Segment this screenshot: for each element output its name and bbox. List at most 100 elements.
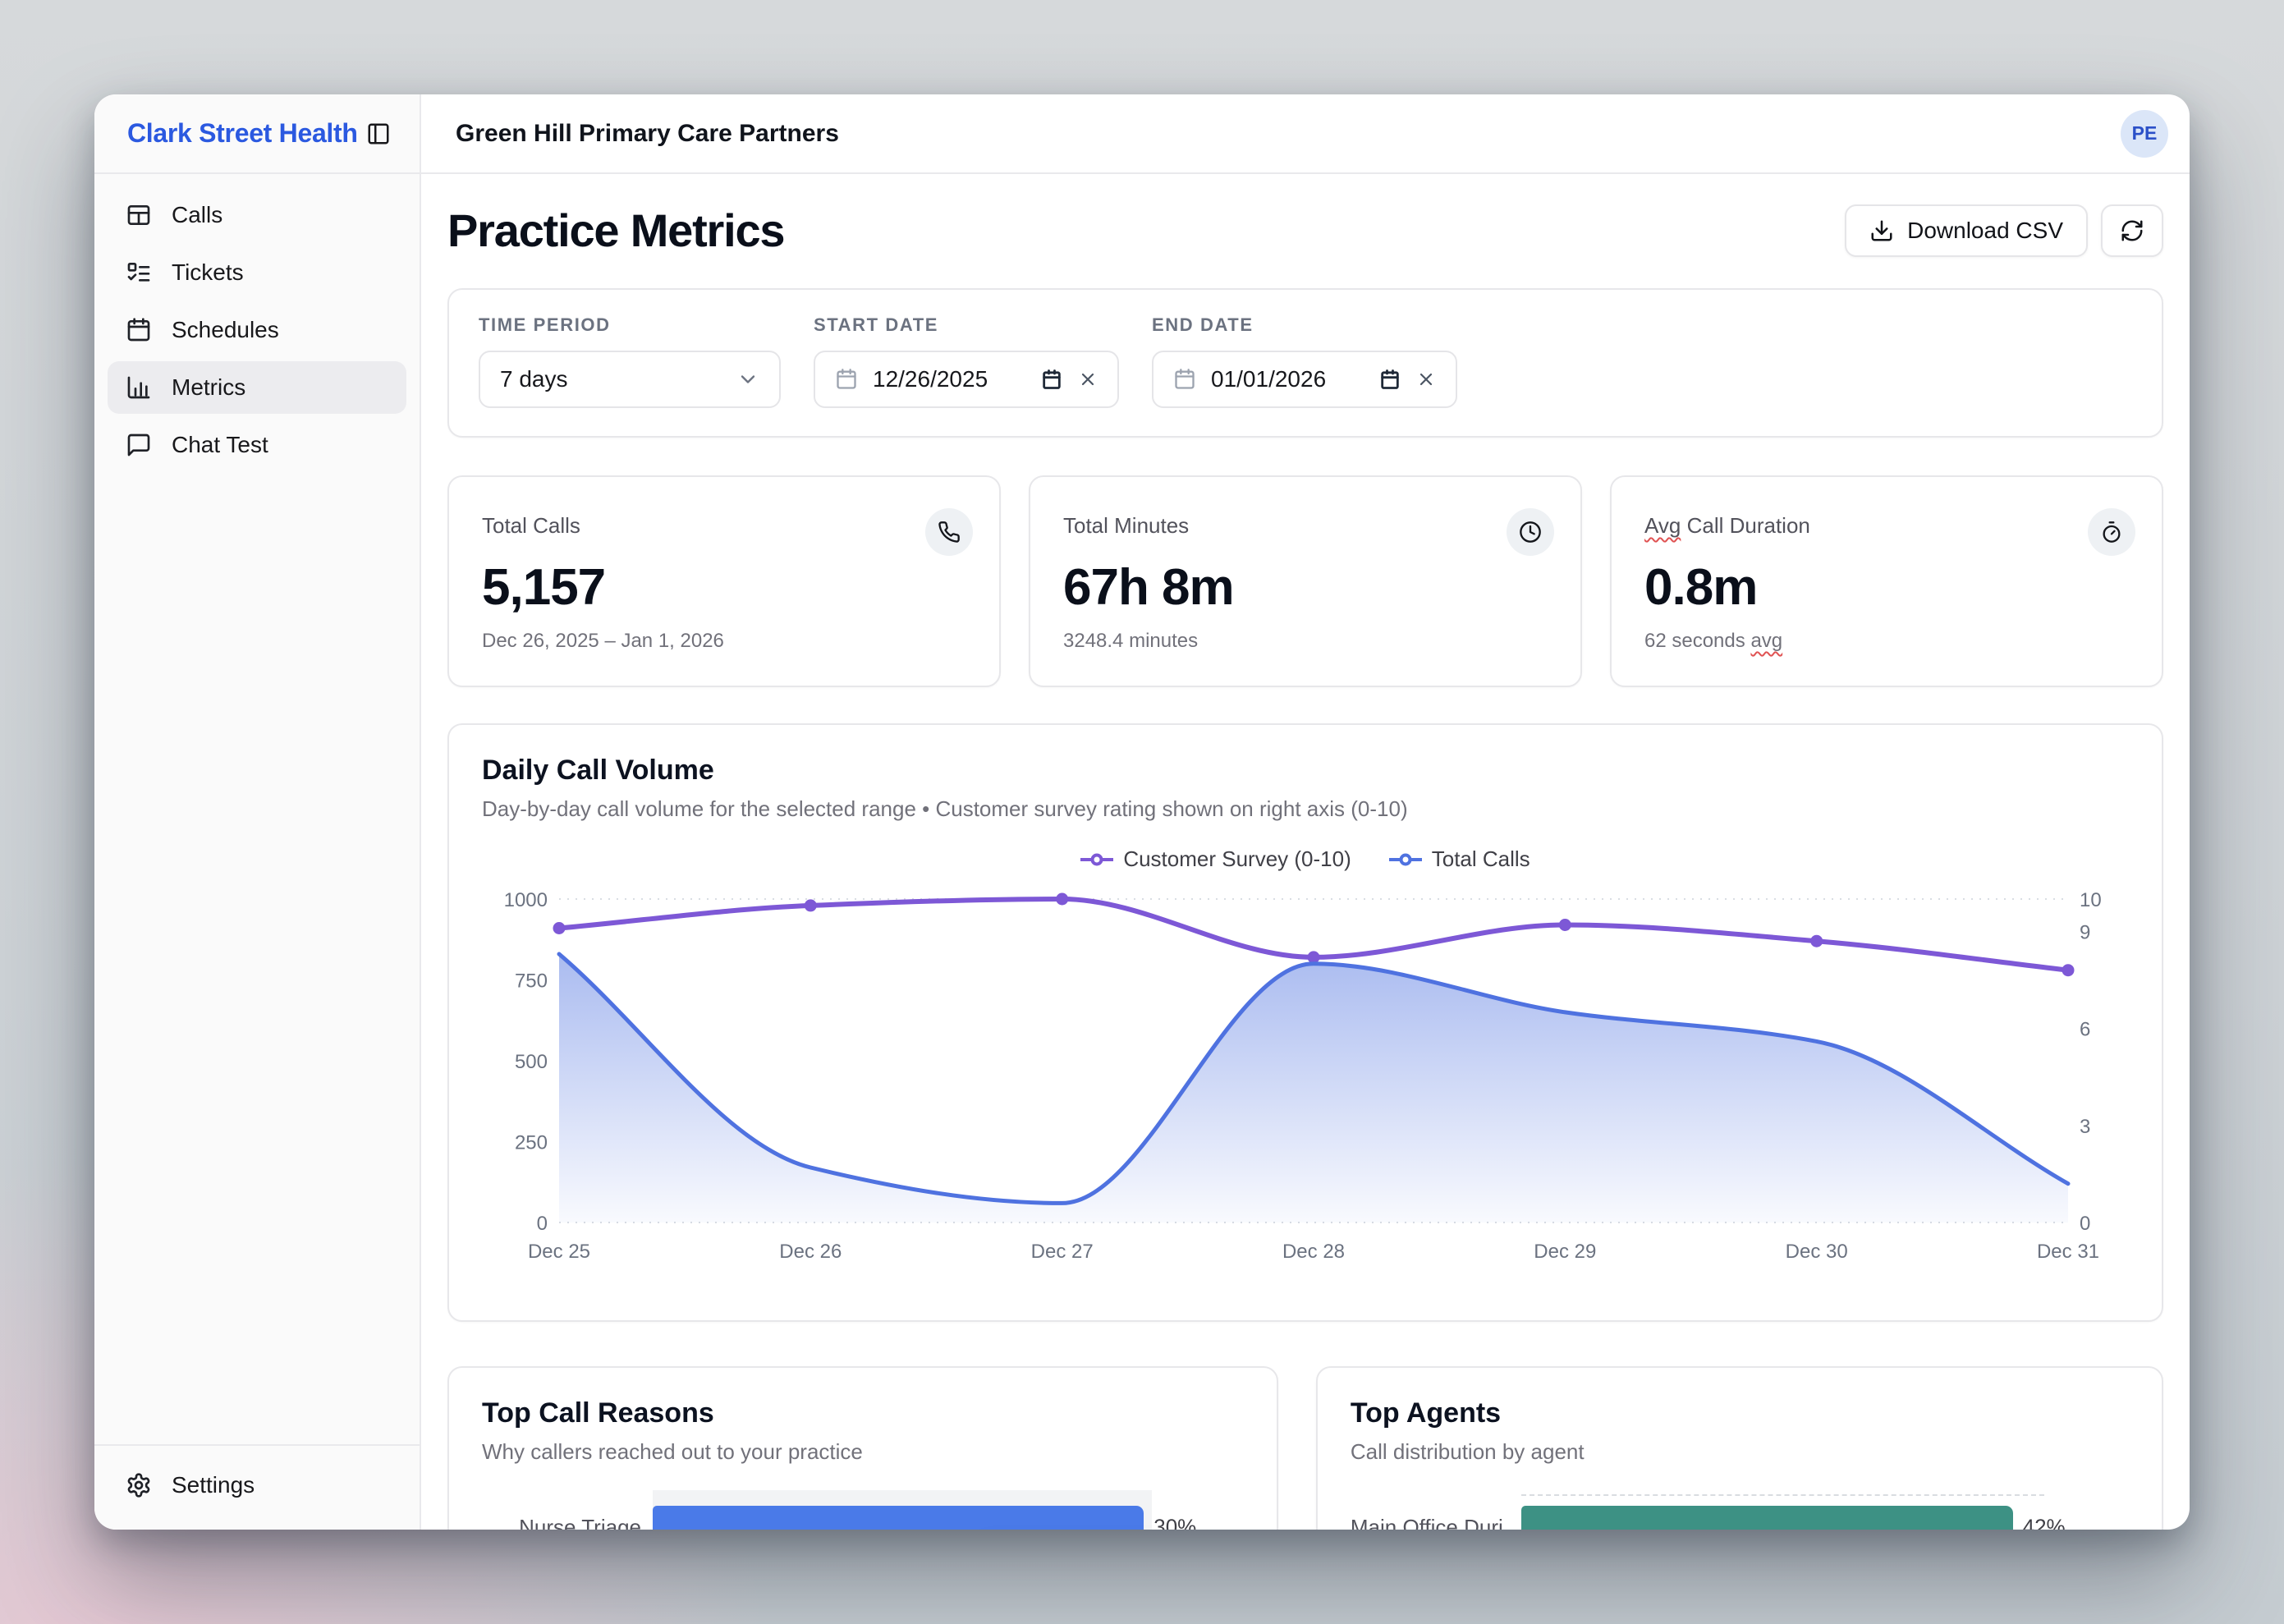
- sidebar-item-schedules[interactable]: Schedules: [108, 304, 406, 356]
- bar-plot[interactable]: 30%: [653, 1490, 1196, 1530]
- sidebar-item-label: Tickets: [172, 259, 244, 285]
- end-date-input[interactable]: 01/01/2026: [1152, 351, 1457, 408]
- svg-text:Dec 28: Dec 28: [1282, 1241, 1345, 1263]
- svg-text:Dec 30: Dec 30: [1786, 1241, 1848, 1263]
- practice-name: Green Hill Primary Care Partners: [456, 119, 839, 147]
- svg-text:1000: 1000: [504, 889, 548, 911]
- svg-text:Dec 31: Dec 31: [2037, 1241, 2099, 1263]
- end-date-label: END DATE: [1152, 314, 1254, 335]
- panel-left-icon: [366, 122, 391, 146]
- stats-row: Total Calls 5,157 Dec 26, 2025 – Jan 1, …: [447, 475, 2163, 687]
- daily-call-volume-chart[interactable]: 0 250 500 750 1000 0 3 6 9 10 Dec 25 Dec 26 Dec 27 De…: [482, 882, 2132, 1292]
- start-date-value: 12/26/2025: [873, 366, 988, 392]
- clear-icon[interactable]: [1416, 369, 1436, 389]
- bar-row: Nurse Triage 30%: [482, 1490, 1244, 1530]
- filters-card: TIME PERIOD 7 days START DATE 12/26/2025: [447, 288, 2163, 438]
- chart-title: Daily Call Volume: [482, 755, 714, 786]
- bar-plot[interactable]: 42%: [1520, 1494, 2066, 1530]
- legend-marker-icon: [1388, 853, 1422, 865]
- stat-card-avg-duration: Avg Call Duration 0.8m 62 seconds avg: [1610, 475, 2163, 687]
- page-header: Practice Metrics Download CSV: [447, 204, 2163, 257]
- sidebar-item-chat-test[interactable]: Chat Test: [108, 419, 406, 471]
- svg-text:9: 9: [2080, 921, 2090, 943]
- chart-column-icon: [126, 374, 152, 401]
- sidebar-header: Clark Street Health: [94, 94, 420, 174]
- header-actions: Download CSV: [1845, 204, 2163, 257]
- stat-icon-bubble: [2088, 508, 2135, 556]
- start-date-label: START DATE: [814, 314, 939, 335]
- calendar-icon: [126, 317, 152, 343]
- bar-category-label: Nurse Triage: [519, 1514, 641, 1530]
- sidebar-item-label: Metrics: [172, 374, 246, 400]
- date-picker-icon[interactable]: [1040, 368, 1063, 391]
- sidebar-footer: Settings: [94, 1444, 420, 1530]
- daily-call-volume-card: Daily Call Volume Day-by-day call volume…: [447, 723, 2163, 1322]
- download-icon: [1869, 218, 1894, 243]
- svg-text:0: 0: [2080, 1213, 2090, 1235]
- svg-text:500: 500: [515, 1051, 548, 1073]
- date-picker-icon[interactable]: [1378, 368, 1401, 391]
- sidebar-item-label: Chat Test: [172, 432, 268, 457]
- content: Green Hill Primary Care Partners PE Prac…: [421, 94, 2190, 1530]
- message-square-icon: [126, 432, 152, 458]
- time-period-select[interactable]: 7 days: [479, 351, 781, 408]
- svg-text:Dec 29: Dec 29: [1534, 1241, 1596, 1263]
- avatar[interactable]: PE: [2121, 109, 2168, 158]
- bar-category-label: Main Office Duri...: [1350, 1514, 1521, 1530]
- end-date-group: END DATE 01/01/2026: [1152, 314, 1457, 408]
- svg-text:0: 0: [537, 1213, 548, 1235]
- svg-text:750: 750: [515, 970, 548, 993]
- refresh-icon: [2120, 218, 2144, 243]
- stat-card-total-calls: Total Calls 5,157 Dec 26, 2025 – Jan 1, …: [447, 475, 1001, 687]
- svg-text:Dec 26: Dec 26: [779, 1241, 842, 1263]
- top-agents-card: Top Agents Call distribution by agent Ma…: [1315, 1366, 2163, 1530]
- settings-label: Settings: [172, 1472, 255, 1498]
- bar-value-label: 42%: [2022, 1514, 2066, 1530]
- table-icon: [126, 202, 152, 228]
- phone-icon: [938, 521, 961, 544]
- chart-legend: Customer Survey (0-10) Total Calls: [482, 846, 2129, 872]
- svg-text:250: 250: [515, 1132, 548, 1154]
- bar-fill[interactable]: [1520, 1506, 2013, 1530]
- refresh-button[interactable]: [2101, 204, 2163, 257]
- end-date-value: 01/01/2026: [1211, 366, 1327, 392]
- svg-text:10: 10: [2080, 889, 2102, 911]
- legend-item: Total Calls: [1388, 846, 1530, 872]
- stat-value: 0.8m: [1644, 559, 1758, 616]
- stat-title: Avg Call Duration: [1644, 513, 1810, 538]
- download-csv-button[interactable]: Download CSV: [1845, 204, 2088, 257]
- stat-title: Total Minutes: [1063, 513, 1190, 538]
- svg-text:Dec 25: Dec 25: [528, 1241, 590, 1263]
- stat-value: 67h 8m: [1063, 559, 1235, 616]
- sidebar-item-calls[interactable]: Calls: [108, 189, 406, 241]
- stat-icon-bubble: [925, 508, 973, 556]
- sidebar-item-metrics[interactable]: Metrics: [108, 361, 406, 414]
- chart-subtitle: Day-by-day call volume for the selected …: [482, 796, 1408, 821]
- stat-subtitle: 62 seconds avg: [1644, 630, 1783, 652]
- bar-row: Main Office Duri... 42%: [1350, 1494, 2129, 1530]
- stat-icon-bubble: [1507, 508, 1554, 556]
- sidebar-item-settings[interactable]: Settings: [108, 1459, 406, 1512]
- download-csv-label: Download CSV: [1907, 217, 2063, 243]
- start-date-group: START DATE 12/26/2025: [814, 314, 1119, 408]
- sidebar-item-label: Calls: [172, 202, 223, 227]
- list-todo-icon: [126, 259, 152, 286]
- stat-title: Total Calls: [482, 513, 580, 538]
- bar-fill[interactable]: [653, 1506, 1144, 1530]
- timer-icon: [2100, 521, 2123, 544]
- start-date-input[interactable]: 12/26/2025: [814, 351, 1119, 408]
- legend-marker-icon: [1080, 853, 1114, 865]
- app-window: Clark Street Health Calls Tickets Schedu…: [94, 94, 2190, 1530]
- bottom-cards: Top Call Reasons Why callers reached out…: [447, 1366, 2163, 1530]
- sidebar-nav: Calls Tickets Schedules Metrics Chat Tes…: [94, 174, 420, 476]
- clock-icon: [1519, 521, 1542, 544]
- svg-text:6: 6: [2080, 1019, 2090, 1041]
- topbar: Green Hill Primary Care Partners PE: [421, 94, 2190, 174]
- stat-subtitle: Dec 26, 2025 – Jan 1, 2026: [482, 630, 724, 652]
- card-subtitle: Call distribution by agent: [1350, 1439, 1585, 1464]
- top-call-reasons-card: Top Call Reasons Why callers reached out…: [447, 1366, 1278, 1530]
- sidebar: Clark Street Health Calls Tickets Schedu…: [94, 94, 421, 1530]
- sidebar-item-tickets[interactable]: Tickets: [108, 246, 406, 299]
- clear-icon[interactable]: [1078, 369, 1098, 389]
- sidebar-toggle-button[interactable]: [362, 117, 395, 150]
